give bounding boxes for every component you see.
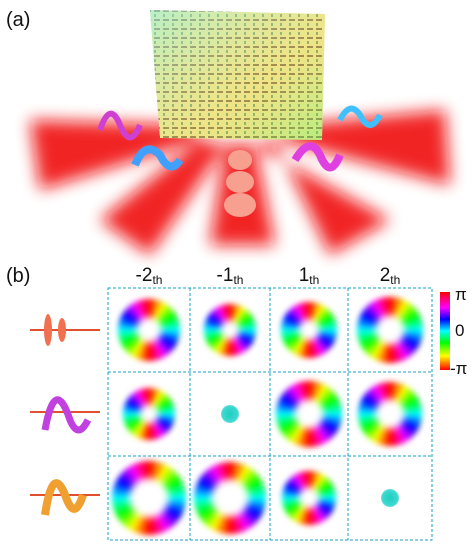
ring-hole <box>294 399 324 429</box>
suffix: th <box>233 273 243 287</box>
column-header: -1th <box>217 265 244 287</box>
order: -2 <box>136 265 153 286</box>
beams <box>30 110 450 255</box>
suffix: th <box>152 273 162 287</box>
suffix: th <box>390 273 400 287</box>
ring-hole <box>298 319 320 341</box>
column-header: 2th <box>380 265 401 287</box>
vortex-icons <box>97 105 383 172</box>
suffix: th <box>309 273 319 287</box>
order: 2 <box>380 265 391 286</box>
colorbar-label: π <box>455 285 467 304</box>
ring-hole <box>298 487 320 509</box>
beam-icons <box>30 314 100 516</box>
ring-hole <box>136 317 162 343</box>
grid <box>107 287 433 541</box>
ring-hole <box>375 315 405 345</box>
panel-label: (a) <box>6 9 30 31</box>
ring-hole <box>375 399 405 429</box>
colorbar-label: 0 <box>455 321 464 340</box>
ring-hole <box>139 404 159 424</box>
colorbar <box>440 292 450 370</box>
ring-hole <box>220 320 240 340</box>
column-header: 1th <box>299 265 320 287</box>
metasurface-glow <box>150 10 325 140</box>
column-header: -2th <box>136 265 163 287</box>
panel-label: (b) <box>6 265 30 287</box>
ring-hole <box>129 478 169 518</box>
colorbar-label: -π <box>450 359 467 378</box>
order: -1 <box>217 265 234 286</box>
spot <box>221 405 239 423</box>
ring-hole <box>211 479 249 517</box>
order: 1 <box>299 265 310 286</box>
beam-profile <box>224 150 256 217</box>
spot <box>381 489 399 507</box>
